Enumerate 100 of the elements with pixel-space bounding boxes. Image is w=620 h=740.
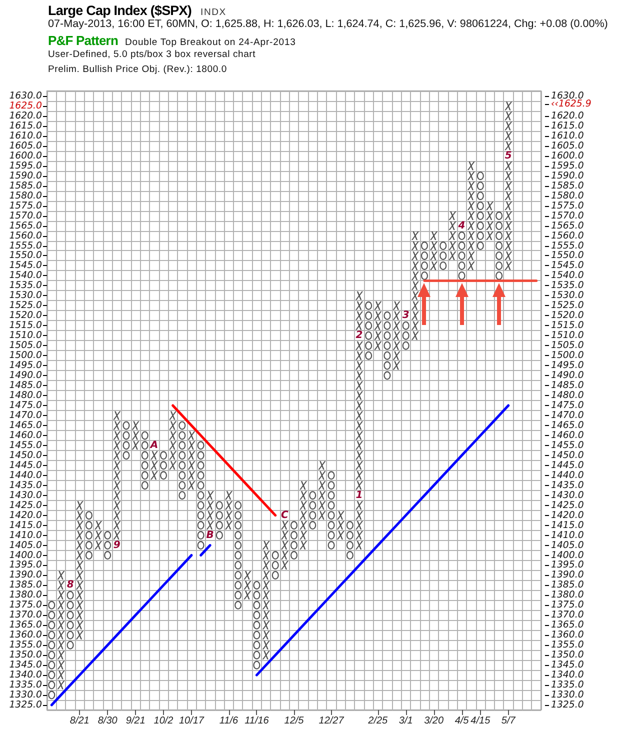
point — [57, 570, 65, 580]
point — [113, 441, 121, 450]
y2-tick-label: 1605.0 — [551, 140, 584, 152]
point — [355, 351, 363, 360]
point — [197, 521, 204, 530]
y-tick-label: 1560.0 — [9, 230, 42, 242]
point — [169, 421, 177, 430]
point — [57, 600, 65, 610]
y2-tick-label: 1445.0 — [551, 460, 584, 471]
point — [48, 640, 56, 650]
point — [504, 261, 512, 270]
point — [402, 331, 410, 340]
point — [178, 491, 186, 500]
y-tick-label: 1540.0 — [9, 270, 42, 282]
y2-tick-label: 1535.0 — [551, 280, 584, 292]
point — [336, 511, 344, 520]
y-tick-label: 1395.0 — [9, 560, 42, 571]
point — [76, 590, 84, 600]
point — [430, 242, 438, 250]
y-tick-label: 1605.0 — [9, 140, 42, 152]
point — [486, 222, 494, 230]
point — [504, 212, 512, 220]
point — [197, 441, 204, 450]
y2-tick-label: 1560.0 — [551, 230, 584, 242]
y2-tick-label: 1370.0 — [551, 610, 584, 621]
point — [309, 521, 316, 530]
point — [85, 551, 92, 560]
point — [234, 600, 242, 610]
point — [496, 242, 503, 250]
y-tick-label: 1325.0 — [9, 700, 42, 711]
annotation: C — [281, 510, 290, 521]
point — [504, 182, 512, 190]
point — [262, 650, 270, 660]
point — [355, 431, 363, 440]
point — [355, 311, 363, 320]
point — [113, 531, 121, 540]
y2-tick-label: 1455.0 — [551, 440, 584, 451]
point — [188, 481, 196, 490]
point — [244, 570, 252, 580]
y2-tick-label: 1545.0 — [551, 260, 584, 272]
point — [57, 680, 65, 690]
y2-tick-label: 1500.0 — [551, 350, 584, 362]
point — [355, 541, 363, 550]
y2-tick-label: 1335.0 — [551, 680, 584, 691]
y-tick-label: 1495.0 — [9, 360, 42, 372]
x-tick-label: 3/1 — [398, 716, 413, 726]
point — [76, 570, 84, 580]
point — [206, 511, 214, 520]
y2-tick-label: 1425.0 — [551, 500, 584, 511]
y-tick-label: 1485.0 — [9, 380, 42, 392]
point — [467, 261, 475, 270]
x-tick-label: 8/21 — [70, 716, 90, 726]
point — [355, 361, 363, 370]
point — [262, 640, 270, 650]
point — [160, 451, 167, 460]
point — [504, 122, 512, 130]
point — [467, 222, 475, 230]
y-tick-label: 1450.0 — [9, 450, 42, 461]
point — [355, 461, 363, 470]
point — [76, 541, 84, 550]
point — [504, 232, 512, 240]
point — [300, 521, 308, 530]
point — [206, 501, 214, 510]
point — [104, 551, 112, 560]
point — [411, 301, 419, 310]
point — [411, 242, 419, 250]
point — [309, 491, 316, 500]
point — [197, 531, 204, 540]
point — [178, 431, 186, 440]
y2-tick-label: 1475.0 — [551, 400, 584, 411]
y-tick-label: 1375.0 — [9, 600, 42, 611]
y2-tick-label: 1380.0 — [551, 590, 584, 601]
y2-tick-label: 1460.0 — [551, 430, 584, 441]
point — [384, 361, 391, 370]
y2-tick-label: 1480.0 — [551, 390, 584, 402]
point — [421, 261, 428, 270]
point — [272, 551, 279, 560]
point — [57, 670, 65, 680]
point — [48, 630, 56, 640]
point — [48, 650, 56, 660]
point — [169, 461, 177, 470]
point — [402, 321, 410, 330]
y-tick-label: 1515.0 — [9, 320, 42, 332]
point — [216, 501, 223, 510]
y-tick-label: 1520.0 — [9, 310, 42, 322]
point — [328, 521, 335, 530]
point — [328, 471, 335, 480]
point — [476, 182, 484, 190]
y-tick-label: 1360.0 — [9, 630, 42, 641]
point — [504, 172, 512, 180]
point — [244, 580, 252, 590]
y2-tick-label: 1325.0 — [551, 700, 584, 711]
point — [374, 331, 382, 340]
line-series — [255, 404, 510, 676]
point — [496, 222, 503, 230]
point — [234, 531, 242, 540]
point — [48, 620, 56, 630]
y-tick-label: 1430.0 — [9, 490, 42, 501]
point — [253, 640, 260, 650]
point — [178, 451, 186, 460]
